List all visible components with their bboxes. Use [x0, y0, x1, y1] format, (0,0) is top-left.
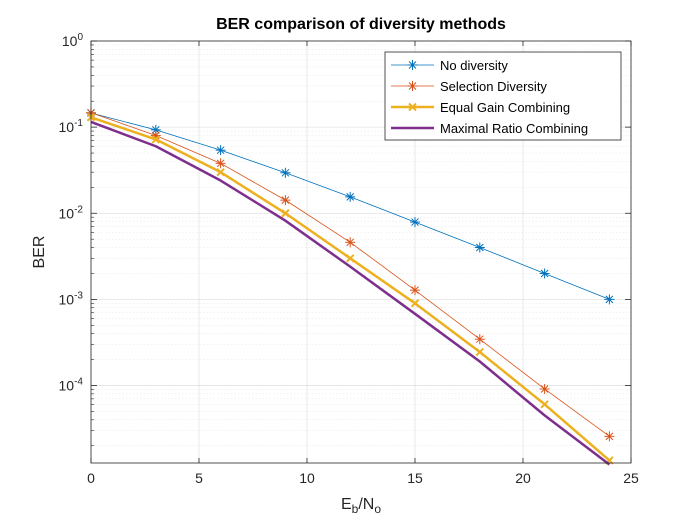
ticks: 0 5 10 15 20 25 100 10-1 10-2 10-3 10-4 — [59, 32, 639, 486]
x-tick-label: 5 — [195, 470, 203, 486]
data-point-marker — [281, 209, 290, 218]
marker-stroke — [216, 167, 225, 177]
data-point-marker — [410, 217, 420, 228]
x-label-mid: /N — [358, 496, 374, 513]
legend-item: Equal Gain Combining — [391, 100, 570, 115]
marker-stroke — [216, 159, 225, 168]
legend-label: Maximal Ratio Combining — [440, 121, 588, 136]
marker-stroke — [540, 269, 549, 278]
data-point-marker — [539, 268, 550, 279]
chart-title: BER comparison of diversity methods — [216, 16, 506, 33]
data-point-marker — [604, 431, 615, 442]
x-tick-label: 0 — [87, 470, 95, 486]
marker-stroke — [346, 238, 355, 247]
x-tick-label: 20 — [515, 470, 531, 486]
data-point-marker — [410, 299, 420, 308]
data-point-marker — [280, 195, 291, 206]
data-point-marker — [151, 135, 161, 144]
legend-items: No diversity Selection Diversity Equal Gai… — [391, 58, 588, 136]
data-point-marker — [410, 285, 420, 296]
legend-box — [384, 51, 622, 141]
x-tick-label: 15 — [407, 470, 423, 486]
data-point-marker — [474, 242, 485, 253]
legend-item: Maximal Ratio Combining — [391, 121, 588, 136]
marker-stroke — [151, 125, 160, 134]
marker-stroke — [408, 82, 417, 90]
series-no-diversity — [86, 107, 615, 305]
data-point-marker — [345, 191, 356, 202]
legend-label: Equal Gain Combining — [440, 100, 570, 115]
data-point-marker — [215, 145, 226, 156]
y-tick-label: 10-1 — [59, 118, 84, 135]
data-point-marker — [540, 400, 549, 409]
marker-stroke — [411, 218, 419, 226]
legend: No diversity Selection Diversity Equal Gai… — [384, 51, 622, 141]
marker-stroke — [605, 432, 614, 441]
legend-label: Selection Diversity — [440, 79, 547, 94]
marker-stroke — [411, 286, 419, 295]
marker-stroke — [475, 347, 485, 357]
data-point-marker — [408, 102, 417, 112]
marker-stroke — [475, 243, 484, 252]
marker-stroke — [540, 385, 549, 393]
y-tick-label: 10-3 — [59, 290, 84, 307]
data-point-marker — [474, 334, 485, 345]
series-group — [86, 107, 615, 466]
y-tick-label: 100 — [62, 32, 84, 49]
y-tick-label: 10-4 — [59, 377, 84, 394]
x-tick-label: 10 — [299, 470, 315, 486]
marker-stroke — [281, 168, 290, 177]
data-point-marker — [216, 167, 225, 177]
data-point-marker — [407, 60, 418, 70]
x-label-sub-o: o — [374, 502, 381, 516]
marker-stroke — [410, 299, 420, 308]
marker-stroke — [475, 335, 484, 344]
marker-stroke — [605, 295, 614, 304]
data-point-marker — [475, 347, 485, 357]
y-axis-label: BER — [31, 236, 48, 269]
marker-stroke — [408, 61, 417, 69]
marker-stroke — [216, 146, 225, 155]
series-line — [90, 120, 611, 466]
x-tick-label: 25 — [623, 470, 639, 486]
legend-item: No diversity — [391, 58, 508, 73]
y-tick-label: 10-2 — [59, 204, 84, 221]
marker-stroke — [345, 254, 355, 263]
legend-item: Selection Diversity — [391, 79, 547, 94]
marker-stroke — [281, 209, 290, 218]
data-point-marker — [345, 237, 356, 248]
plot-frame — [90, 40, 632, 464]
data-point-marker — [215, 158, 226, 169]
marker-stroke — [540, 400, 549, 409]
data-point-marker — [604, 294, 615, 305]
x-axis-label: Eb/No — [341, 496, 381, 516]
marker-stroke — [281, 196, 290, 204]
marker-stroke — [346, 193, 355, 201]
x-label-sub-b: b — [352, 502, 359, 516]
legend-label: No diversity — [440, 58, 508, 73]
data-point-marker — [280, 167, 291, 178]
data-point-marker — [539, 383, 550, 394]
marker-stroke — [408, 102, 417, 112]
x-label-main: E — [341, 496, 352, 513]
series-maximal-ratio-combining — [90, 120, 611, 466]
marker-stroke — [151, 135, 161, 144]
data-point-marker — [407, 81, 418, 91]
data-point-marker — [345, 254, 355, 263]
